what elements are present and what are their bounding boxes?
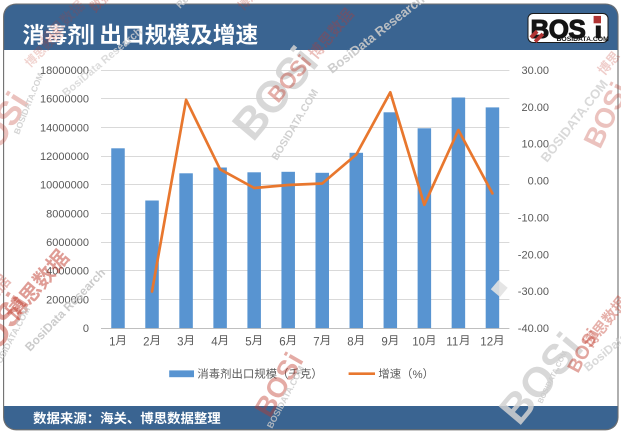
svg-text:-30.00: -30.00 <box>518 286 549 298</box>
svg-text:10.00: 10.00 <box>521 139 549 151</box>
svg-text:12000000: 12000000 <box>40 151 89 163</box>
svg-text:-10.00: -10.00 <box>518 212 549 224</box>
svg-text:0.00: 0.00 <box>528 176 549 188</box>
svg-text:2000000: 2000000 <box>46 294 89 306</box>
svg-text:%: % <box>413 369 423 381</box>
svg-text:20.00: 20.00 <box>521 102 549 114</box>
svg-text:2: 2 <box>143 336 149 348</box>
svg-text:0: 0 <box>83 323 89 335</box>
svg-text:8: 8 <box>347 336 353 348</box>
svg-text:12: 12 <box>480 336 493 348</box>
svg-text:5: 5 <box>245 336 251 348</box>
svg-text:10000000: 10000000 <box>40 180 89 192</box>
svg-text:18000000: 18000000 <box>40 65 89 77</box>
svg-text:7: 7 <box>313 336 319 348</box>
svg-text:11: 11 <box>446 336 458 348</box>
svg-text:6: 6 <box>279 336 285 348</box>
svg-text:16000000: 16000000 <box>40 94 89 106</box>
svg-text:3: 3 <box>177 336 183 348</box>
svg-text:1: 1 <box>109 336 115 348</box>
svg-text:BOSIDATA.COM: BOSIDATA.COM <box>557 36 610 43</box>
svg-text:6000000: 6000000 <box>46 237 89 249</box>
svg-text:10: 10 <box>412 336 425 348</box>
svg-text:4: 4 <box>211 336 218 348</box>
svg-text:14000000: 14000000 <box>40 122 89 134</box>
svg-text:9: 9 <box>381 336 387 348</box>
svg-text:-40.00: -40.00 <box>518 323 549 335</box>
svg-text:-20.00: -20.00 <box>518 249 549 261</box>
svg-text:30.00: 30.00 <box>521 65 549 77</box>
svg-text:8000000: 8000000 <box>46 208 89 220</box>
